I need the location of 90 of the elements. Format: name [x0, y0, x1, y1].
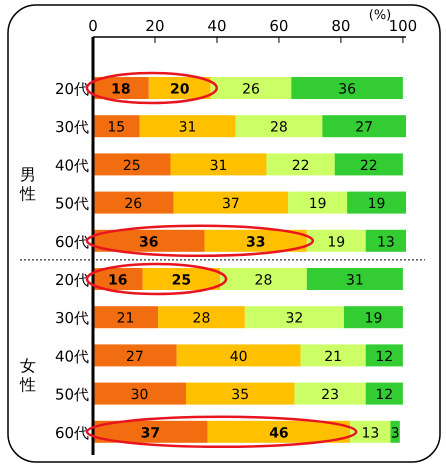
data-label: 3: [390, 425, 400, 442]
data-label: 35: [231, 387, 250, 404]
bar: [210, 77, 292, 99]
data-label: 25: [172, 272, 192, 288]
data-label: 28: [270, 120, 288, 136]
data-label: 13: [361, 425, 380, 442]
bar: [306, 230, 366, 252]
y-tick-label: 40代: [54, 156, 90, 174]
bar: [158, 306, 245, 328]
bar: [344, 306, 403, 328]
bar: [93, 344, 177, 366]
bar: [220, 268, 307, 290]
data-label: 27: [126, 348, 144, 365]
data-label: 16: [108, 272, 128, 288]
bar: [306, 268, 403, 290]
data-label: 30: [130, 387, 148, 404]
bar: [294, 382, 366, 405]
data-label: 31: [178, 120, 196, 136]
y-tick-label: 60代: [54, 424, 90, 442]
data-label: 19: [368, 196, 386, 212]
bar: [176, 344, 301, 366]
bar: [322, 115, 406, 138]
data-label: 31: [346, 272, 364, 288]
data-label: 31: [210, 158, 228, 174]
bar: [366, 230, 406, 252]
bar: [288, 192, 348, 214]
data-label: 27: [355, 120, 374, 136]
annotation: 女性: [20, 356, 36, 394]
x-tick-label: 100: [388, 17, 418, 35]
bar: [291, 77, 403, 99]
y-tick-label: 50代: [54, 194, 90, 213]
data-label: 21: [116, 310, 134, 327]
data-label: 23: [321, 387, 339, 404]
data-label: 22: [292, 158, 310, 174]
data-label: 40: [230, 348, 248, 365]
x-tick-label: 0: [88, 17, 98, 35]
data-label: 28: [254, 272, 272, 288]
bar: [236, 115, 322, 138]
bar: [139, 115, 236, 138]
data-label: 19: [308, 196, 327, 212]
bar: [170, 153, 267, 176]
data-label: 12: [375, 387, 394, 404]
bar: [174, 192, 288, 214]
bar: [347, 192, 406, 214]
data-label: 26: [242, 82, 260, 98]
y-tick-label: 30代: [54, 118, 90, 136]
bar: [334, 153, 403, 176]
data-label: 20: [170, 82, 190, 98]
bar: [93, 306, 158, 328]
y-tick-label: 20代: [54, 271, 90, 289]
data-label: 19: [364, 310, 382, 327]
annotation: 男性: [20, 165, 36, 203]
bar: [93, 382, 186, 405]
data-label: 28: [192, 310, 210, 327]
data-label: 36: [338, 82, 356, 98]
data-label: 19: [327, 234, 346, 250]
data-label: 36: [139, 234, 159, 250]
y-tick-label: 50代: [54, 386, 90, 404]
bar: [93, 192, 174, 214]
bar: [300, 344, 366, 366]
data-label: 33: [246, 234, 266, 250]
x-tick-label: 20: [145, 17, 165, 35]
x-tick-label: 60: [269, 17, 288, 35]
bar: [244, 306, 344, 328]
bar: [186, 382, 294, 405]
data-label: 37: [222, 196, 240, 212]
x-axis-title: (%): [368, 8, 392, 23]
data-label: 22: [360, 158, 378, 174]
data-label: 37: [140, 425, 160, 442]
data-label: 18: [111, 82, 131, 98]
data-label: 25: [122, 158, 141, 174]
data-label: 46: [269, 425, 289, 442]
bar: [266, 153, 335, 176]
data-label: 32: [286, 310, 304, 327]
x-tick-label: 40: [207, 17, 227, 35]
bar: [366, 344, 403, 366]
data-label: 13: [376, 234, 395, 250]
bar: [93, 153, 170, 176]
bar: [366, 382, 403, 405]
bar: [208, 420, 350, 443]
data-label: 15: [107, 120, 126, 136]
x-tick-label: 80: [331, 17, 350, 35]
y-tick-label: 20代: [54, 80, 90, 98]
data-label: 12: [375, 348, 394, 365]
y-tick-label: 40代: [54, 347, 90, 366]
y-tick-label: 30代: [54, 309, 90, 328]
data-label: 26: [124, 196, 142, 212]
y-tick-label: 60代: [54, 232, 90, 251]
bar: [93, 115, 140, 138]
data-label: 21: [324, 348, 342, 365]
